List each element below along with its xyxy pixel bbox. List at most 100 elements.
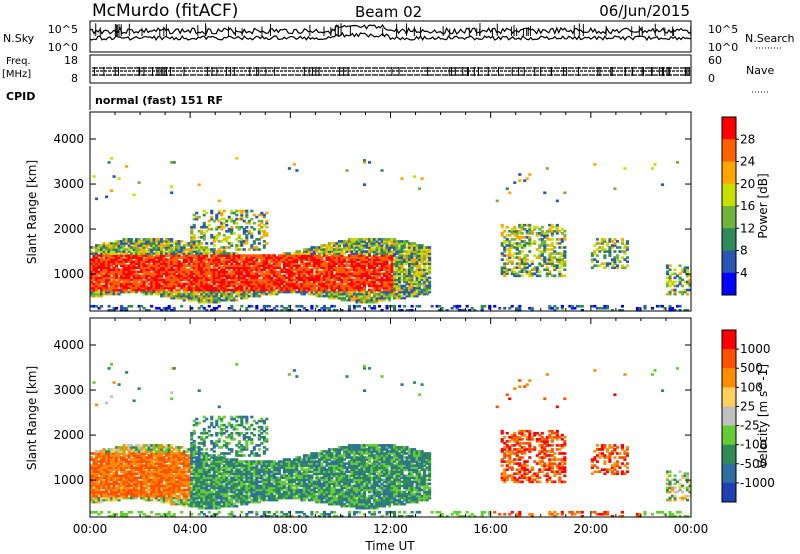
power-cell [360, 278, 364, 282]
velocity-cell [132, 490, 136, 494]
power-cell [172, 256, 176, 259]
power-cell [305, 250, 309, 253]
velocity-cell [115, 488, 119, 492]
power-cell [503, 272, 507, 276]
power-cell [120, 256, 124, 259]
velocity-cell [142, 492, 146, 496]
power-cell [202, 274, 206, 278]
velocity-cell [105, 480, 109, 484]
power-cell [330, 284, 334, 288]
power-cell [192, 270, 196, 274]
power-cell [192, 262, 196, 266]
power-cell [538, 231, 542, 235]
power-cell [172, 308, 176, 312]
power-cell [115, 240, 119, 243]
velocity-cell [107, 367, 111, 370]
power-cell [377, 256, 382, 259]
power-cell [290, 288, 294, 292]
power-cell [295, 268, 299, 272]
velocity-cell [135, 460, 139, 463]
power-cell [207, 248, 211, 251]
power-cell [362, 242, 367, 245]
power-cell [205, 250, 209, 253]
power-colorbar-swatch [722, 206, 736, 229]
power-cell [167, 260, 171, 263]
freq-tick-low: 8 [71, 72, 78, 85]
power-cell [102, 250, 106, 253]
power-cell [413, 248, 417, 251]
velocity-cell [112, 512, 116, 516]
power-cell [252, 290, 256, 294]
power-cell [252, 272, 256, 276]
power-cell [403, 240, 407, 243]
power-cell [202, 288, 206, 292]
power-cell [322, 244, 326, 247]
power-cell [170, 266, 174, 270]
power-cell [137, 250, 141, 253]
power-cell [225, 284, 229, 288]
power-cell [130, 248, 134, 251]
power-cell [390, 264, 394, 268]
power-cell [215, 298, 219, 302]
velocity-cell [107, 462, 111, 465]
power-cell [212, 258, 216, 261]
power-cell [235, 213, 239, 217]
power-cell [530, 231, 534, 235]
power-cell [302, 262, 306, 266]
power-cell [335, 252, 339, 255]
power-cell [398, 258, 402, 261]
power-cell [302, 268, 306, 272]
power-cell [327, 280, 331, 284]
power-cell [390, 304, 394, 308]
power-cell [683, 290, 687, 294]
power-cell [345, 286, 349, 290]
power-cell [405, 276, 409, 280]
power-cell [230, 296, 234, 300]
velocity-cell [90, 486, 94, 490]
power-cell [270, 276, 274, 280]
power-cell [127, 290, 131, 294]
power-cell [162, 286, 166, 290]
power-cell [240, 217, 244, 221]
power-cell [130, 286, 134, 290]
power-cell [297, 254, 301, 257]
power-cell [310, 306, 314, 310]
power-cell [175, 250, 179, 253]
power-cell [215, 296, 219, 300]
power-cell [395, 284, 399, 288]
velocity-cell [130, 484, 134, 488]
power-cell [90, 282, 94, 286]
power-cell [232, 274, 236, 278]
power-cell [202, 276, 206, 280]
power-cell [385, 286, 389, 290]
power-cell [275, 276, 279, 280]
power-cell [347, 256, 352, 259]
nave-tick-low: 0 [708, 72, 715, 85]
power-cell [518, 264, 522, 268]
power-cell [197, 290, 201, 294]
velocity-cell [97, 490, 101, 494]
power-cell [217, 254, 221, 257]
power-cell [345, 264, 349, 268]
power-cell [387, 264, 392, 268]
power-cell [122, 286, 126, 290]
power-cell [545, 248, 549, 251]
power-cell [330, 246, 334, 249]
power-cell [545, 231, 549, 235]
power-cell [240, 268, 244, 272]
power-cell [137, 256, 141, 259]
power-cell [382, 288, 387, 292]
power-cell [130, 274, 134, 278]
power-cell [290, 272, 294, 276]
power-cell [197, 252, 201, 255]
power-cell [503, 274, 507, 278]
power-cell [235, 264, 239, 268]
power-cell [95, 197, 99, 201]
power-cell [405, 252, 409, 255]
power-cell [175, 240, 179, 243]
nsky-label: N.Sky [3, 32, 35, 45]
power-cell [210, 234, 214, 237]
power-cell [150, 284, 154, 288]
power-cell [317, 262, 321, 266]
power-cell [250, 225, 254, 229]
